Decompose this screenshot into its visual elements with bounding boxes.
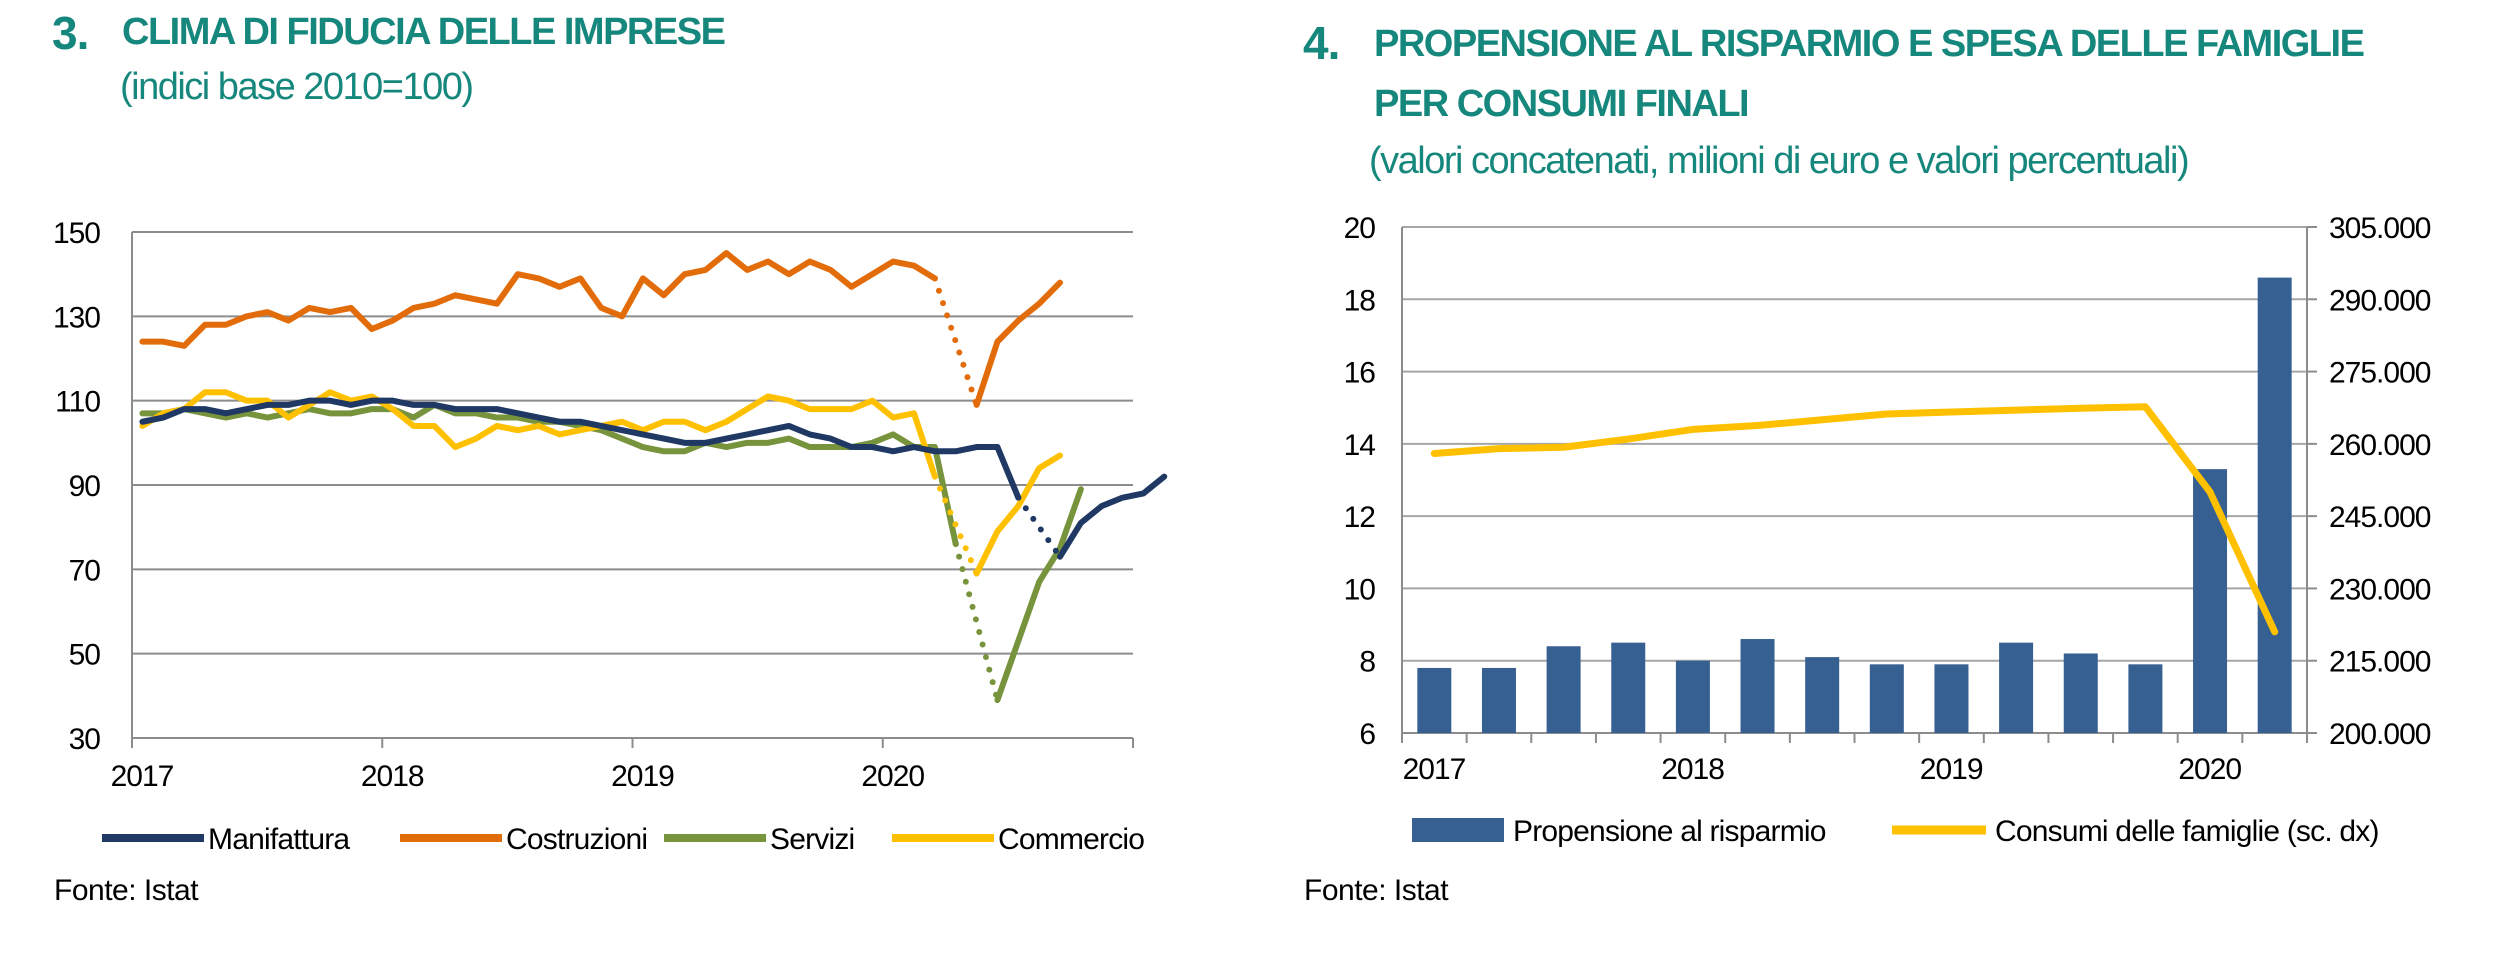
y-right-tick-label: 245.000 <box>2329 501 2431 534</box>
bar-propensione-risparmio <box>1934 664 1969 733</box>
bar-propensione-risparmio <box>1869 664 1904 733</box>
y-tick-label: 130 <box>53 301 100 334</box>
source-note: Fonte: Istat <box>54 874 199 907</box>
series-line-costruzioni <box>139 250 938 349</box>
bar-propensione-risparmio <box>1417 667 1452 733</box>
chart-title-line1: PROPENSIONE AL RISPARMIO E SPESA DELLE F… <box>1374 23 2365 65</box>
bar-propensione-risparmio <box>2193 469 2228 733</box>
y-right-tick-label: 230.000 <box>2329 573 2431 606</box>
y-left-tick-label: 16 <box>1344 357 1376 390</box>
x-tick-label: 2017 <box>1403 753 1466 786</box>
series-line-costruzioni <box>973 279 1064 408</box>
y-left-tick-label: 18 <box>1344 284 1376 317</box>
y-right-tick-label: 260.000 <box>2329 429 2431 462</box>
x-tick-label: 2018 <box>1661 753 1724 786</box>
bar-propensione-risparmio <box>1805 657 1840 733</box>
chart-subtitle: (valori concatenati, milioni di euro e v… <box>1369 140 2190 182</box>
x-tick-label: 2020 <box>2178 753 2241 786</box>
y-tick-label: 50 <box>69 639 101 672</box>
savings-consumption-chart: 6 200.000 8 215.000 10 230.000 12 245.000 14 260.… <box>1344 212 2432 848</box>
series-line-servizi <box>994 486 1084 704</box>
panel-savings-consumption: 4. PROPENSIONE AL RISPARMIO E SPESA DELL… <box>1259 0 2518 956</box>
series-gap-dotted-costruzioni <box>931 275 980 408</box>
legend-label-propensione-risparmio: Propensione al risparmio <box>1513 815 1826 848</box>
y-tick-label: 90 <box>69 470 101 503</box>
bar-propensione-risparmio <box>2063 653 2098 733</box>
chart-subtitle: (indici base 2010=100) <box>120 66 474 108</box>
bar-propensione-risparmio <box>2257 277 2292 733</box>
y-right-tick-label: 215.000 <box>2329 646 2431 679</box>
y-tick-label: 150 <box>53 217 100 250</box>
bar-propensione-risparmio <box>1675 660 1710 733</box>
series-line-manifattura <box>1057 473 1168 560</box>
confidence-line-chart: 30 50 70 90 110 130 150 2017 2018 2019 2020 Manifat… <box>53 217 1168 856</box>
chart-number: 3. <box>52 7 89 59</box>
y-tick-label: 30 <box>69 723 101 756</box>
legend-label-costruzioni: Costruzioni <box>506 823 647 856</box>
legend-swatch-propensione-risparmio <box>1412 818 1504 842</box>
bar-propensione-risparmio <box>2128 664 2163 733</box>
legend-label-consumi-famiglie: Consumi delle famiglie (sc. dx) <box>1995 815 2379 848</box>
y-left-tick-label: 6 <box>1359 718 1375 751</box>
y-left-tick-label: 8 <box>1359 646 1375 679</box>
series-gap-dotted-manifattura <box>1015 494 1064 560</box>
y-left-tick-label: 10 <box>1344 573 1376 606</box>
bar-propensione-risparmio <box>1481 667 1516 733</box>
series-gap-dotted-commercio <box>931 473 980 577</box>
y-right-tick-label: 290.000 <box>2329 284 2431 317</box>
series-line-servizi <box>139 401 959 548</box>
x-tick-label: 2017 <box>111 760 174 793</box>
bar-propensione-risparmio <box>1999 642 2034 733</box>
bar-propensione-risparmio <box>1546 646 1581 733</box>
x-tick-label: 2018 <box>361 760 424 793</box>
y-left-tick-label: 12 <box>1344 501 1376 534</box>
y-left-tick-label: 20 <box>1344 212 1376 245</box>
y-right-tick-label: 200.000 <box>2329 718 2431 751</box>
x-tick-label: 2020 <box>861 760 924 793</box>
y-tick-label: 70 <box>69 554 101 587</box>
x-tick-label: 2019 <box>1920 753 1983 786</box>
y-left-tick-label: 14 <box>1344 429 1376 462</box>
legend-label-manifattura: Manifattura <box>208 823 350 856</box>
y-tick-label: 110 <box>55 386 100 419</box>
chart-title-line2: PER CONSUMI FINALI <box>1374 83 1750 125</box>
legend-label-servizi: Servizi <box>770 823 854 856</box>
chart-title: CLIMA DI FIDUCIA DELLE IMPRESE <box>122 11 726 53</box>
bar-propensione-risparmio <box>1611 642 1646 733</box>
y-right-tick-label: 305.000 <box>2329 212 2431 245</box>
panel-business-confidence: 3. CLIMA DI FIDUCIA DELLE IMPRESE (indic… <box>52 7 1168 907</box>
series-line-commercio <box>973 452 1064 577</box>
series-gap-dotted-servizi <box>952 541 1001 704</box>
line-consumi-famiglie <box>1430 403 2279 636</box>
series-line-manifattura <box>139 397 1022 501</box>
bar-propensione-risparmio <box>1740 639 1775 733</box>
source-note: Fonte: Istat <box>1304 874 1449 907</box>
y-right-tick-label: 275.000 <box>2329 357 2431 390</box>
chart-number: 4. <box>1303 17 1340 69</box>
x-tick-label: 2019 <box>611 760 674 793</box>
legend-label-commercio: Commercio <box>998 823 1144 856</box>
